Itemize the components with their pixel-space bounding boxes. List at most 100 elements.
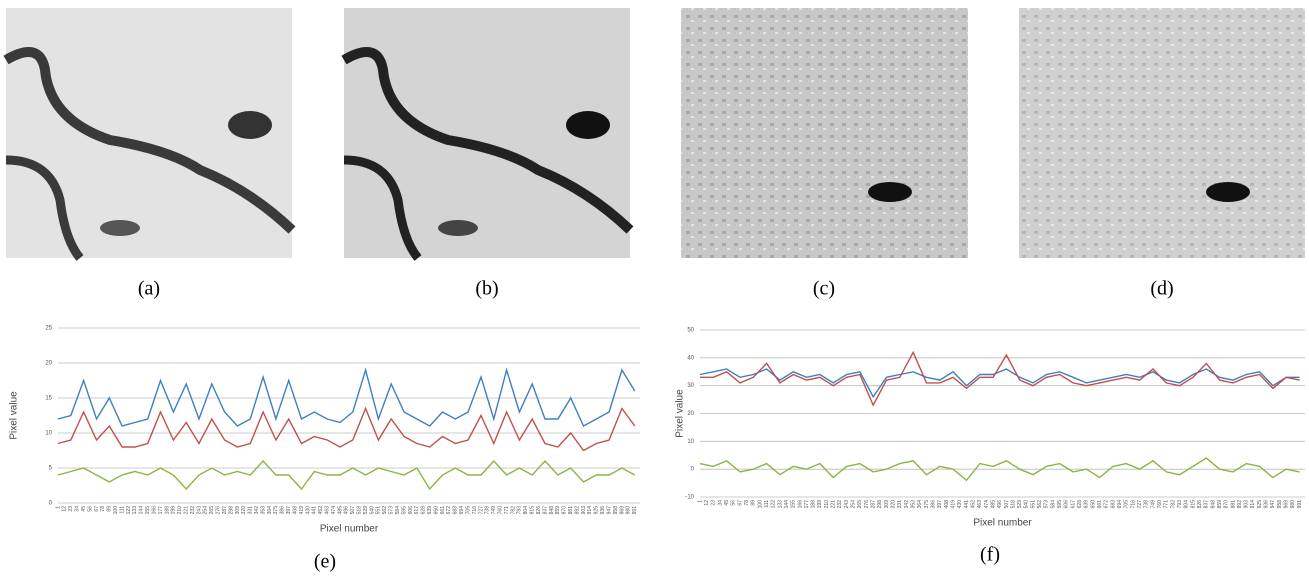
y-tick-label: 10 — [45, 431, 52, 437]
x-tick-label: 815 — [1190, 500, 1196, 509]
x-tick-label: 265 — [209, 506, 215, 515]
x-tick-label: 595 — [1057, 500, 1063, 509]
x-tick-label: 650 — [1090, 500, 1096, 509]
x-tick-label: 364 — [917, 500, 923, 509]
x-tick-label: 661 — [440, 506, 446, 515]
x-tick-label: 727 — [1137, 500, 1143, 509]
x-tick-label: 133 — [777, 500, 783, 509]
x-axis-label: Pixel number — [320, 524, 379, 535]
x-tick-label: 1 — [697, 500, 703, 503]
x-tick-label: 452 — [318, 506, 324, 515]
x-tick-label: 441 — [964, 500, 970, 509]
x-tick-label: 430 — [305, 506, 311, 515]
x-tick-label: 287 — [871, 500, 877, 509]
caption: (e) — [314, 551, 336, 573]
x-tick-label: 210 — [824, 500, 830, 509]
data-line — [57, 406, 636, 452]
x-tick-label: 991 — [1297, 500, 1303, 509]
y-tick-label: 50 — [687, 328, 694, 334]
x-tick-label: 925 — [594, 506, 600, 515]
x-tick-label: 562 — [382, 506, 388, 515]
y-tick-label: 20 — [45, 361, 52, 367]
x-tick-label: 705 — [1124, 500, 1130, 509]
x-tick-label: 958 — [1277, 500, 1283, 509]
x-tick-label: 936 — [600, 506, 606, 515]
x-tick-label: 991 — [632, 506, 638, 515]
x-tick-label: 408 — [944, 500, 950, 509]
x-tick-label: 837 — [1204, 500, 1210, 509]
y-tick-label: 5 — [49, 466, 53, 472]
x-tick-label: 133 — [132, 506, 138, 515]
x-tick-label: 155 — [791, 500, 797, 509]
x-tick-label: 199 — [817, 500, 823, 509]
x-tick-label: 639 — [1084, 500, 1090, 509]
x-tick-label: 859 — [555, 506, 561, 515]
x-tick-label: 232 — [190, 506, 196, 515]
x-tick-label: 881 — [1230, 500, 1236, 509]
x-tick-label: 23 — [68, 506, 74, 512]
x-tick-label: 309 — [884, 500, 890, 509]
y-tick-label: 40 — [687, 355, 694, 361]
x-tick-label: 639 — [427, 506, 433, 515]
x-tick-label: 243 — [196, 506, 202, 515]
x-tick-label: 155 — [145, 506, 151, 515]
data-line — [699, 457, 1300, 482]
x-tick-label: 265 — [857, 500, 863, 509]
x-tick-label: 925 — [1257, 500, 1263, 509]
x-tick-label: 584 — [395, 506, 401, 515]
x-tick-label: 12 — [62, 506, 68, 512]
x-tick-label: 672 — [446, 506, 452, 515]
x-tick-label: 408 — [292, 506, 298, 515]
x-tick-label: 320 — [891, 500, 897, 509]
image-a — [3, 8, 296, 261]
x-tick-label: 826 — [536, 506, 542, 515]
x-tick-label: 892 — [1237, 500, 1243, 509]
x-tick-label: 749 — [491, 506, 497, 515]
x-tick-label: 56 — [87, 506, 93, 512]
x-tick-label: 397 — [286, 506, 292, 515]
image-d — [1019, 8, 1305, 258]
x-tick-label: 694 — [459, 506, 465, 515]
x-tick-label: 936 — [1264, 500, 1270, 509]
x-tick-label: 551 — [1030, 500, 1036, 509]
x-tick-label: 606 — [408, 506, 414, 515]
x-tick-label: 716 — [1130, 500, 1136, 509]
x-tick-label: 419 — [299, 506, 305, 515]
x-tick-label: 529 — [363, 506, 369, 515]
x-tick-label: 870 — [562, 506, 568, 515]
x-tick-label: 760 — [498, 506, 504, 515]
x-tick-label: 914 — [587, 506, 593, 515]
y-tick-label: 15 — [45, 396, 52, 402]
x-tick-label: 243 — [844, 500, 850, 509]
x-tick-label: 661 — [1097, 500, 1103, 509]
x-tick-label: 859 — [1217, 500, 1223, 509]
x-tick-label: 540 — [369, 506, 375, 515]
x-tick-label: 45 — [724, 500, 730, 506]
x-tick-label: 166 — [151, 506, 157, 515]
x-tick-label: 771 — [504, 506, 510, 515]
x-tick-label: 474 — [331, 506, 337, 515]
caption: (c) — [813, 278, 835, 300]
x-tick-label: 67 — [737, 500, 743, 506]
x-tick-label: 848 — [549, 506, 555, 515]
x-tick-label: 320 — [241, 506, 247, 515]
x-tick-label: 221 — [183, 506, 189, 515]
x-tick-label: 595 — [401, 506, 407, 515]
caption: (b) — [475, 278, 498, 300]
x-tick-label: 177 — [158, 506, 164, 515]
x-tick-label: 34 — [75, 506, 81, 512]
x-tick-label: 276 — [216, 506, 222, 515]
x-tick-label: 34 — [717, 500, 723, 506]
x-tick-label: 331 — [897, 500, 903, 509]
image-b — [341, 8, 634, 261]
x-tick-label: 683 — [453, 506, 459, 515]
x-tick-label: 1 — [55, 506, 61, 509]
x-tick-label: 342 — [904, 500, 910, 509]
x-tick-label: 166 — [797, 500, 803, 509]
x-tick-label: 518 — [357, 506, 363, 515]
x-tick-label: 958 — [613, 506, 619, 515]
x-tick-label: 947 — [606, 506, 612, 515]
x-tick-label: 804 — [523, 506, 529, 515]
y-tick-label: 0 — [691, 467, 695, 473]
